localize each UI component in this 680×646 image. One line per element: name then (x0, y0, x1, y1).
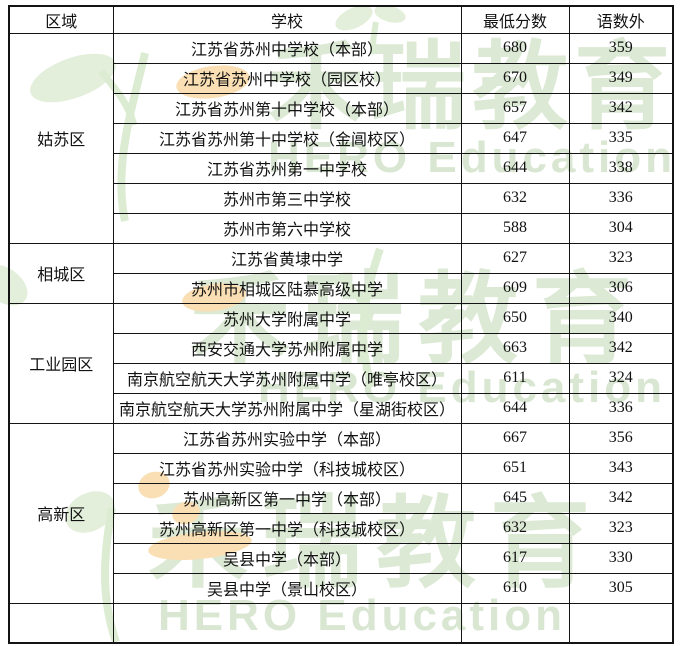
table-row: 西安交通大学苏州附属中学 663 342 (9, 332, 674, 364)
min-score-cell: 611 (460, 362, 570, 394)
header-row: 区域 学校 最低分数 语数外 (8, 5, 674, 34)
min-score-cell: 657 (460, 92, 570, 124)
empty-cell (8, 602, 114, 644)
lsw-score-cell: 304 (568, 212, 674, 244)
school-cell: 江苏省苏州中学校（本部） (112, 32, 462, 64)
school-cell: 江苏省苏州实验中学（科技城校区） (112, 452, 462, 484)
table-row: 江苏省苏州实验中学（科技城校区） 651 343 (9, 452, 674, 484)
column-header-lsw: 语数外 (568, 5, 674, 34)
lsw-score-cell: 305 (568, 572, 674, 604)
lsw-score-cell: 336 (568, 392, 674, 424)
empty-cell (460, 602, 570, 644)
region-cell: 相城区 (8, 242, 114, 304)
min-score-cell: 680 (460, 32, 570, 64)
table-row: 高新区 江苏省苏州实验中学（本部） 667 356 (8, 422, 674, 604)
table-row-partial (8, 602, 674, 644)
lsw-score-cell: 335 (568, 122, 674, 154)
min-score-cell: 632 (460, 182, 570, 214)
school-cell: 江苏省苏州第十中学校（本部） (112, 92, 462, 124)
table-row: 吴县中学（景山校区） 610 305 (9, 572, 674, 604)
school-cell: 吴县中学（景山校区） (112, 572, 462, 604)
min-score-cell: 617 (460, 542, 570, 574)
region-cell: 高新区 (8, 422, 114, 604)
school-cell: 西安交通大学苏州附属中学 (112, 332, 462, 364)
lsw-score-cell: 349 (568, 62, 674, 94)
table-row: 江苏省苏州第十中学校（金阊校区） 647 335 (9, 122, 674, 154)
school-cell: 苏州高新区第一中学（本部） (112, 482, 462, 514)
lsw-score-cell: 323 (568, 512, 674, 544)
min-score-cell: 650 (460, 302, 570, 334)
school-cell: 苏州高新区第一中学（科技城校区） (112, 512, 462, 544)
min-score-cell: 627 (460, 242, 570, 274)
school-cell: 江苏省苏州第一中学校 (112, 152, 462, 184)
lsw-score-cell: 342 (568, 92, 674, 124)
school-cell: 苏州市第三中学校 (112, 182, 462, 214)
score-table: 区域 学校 最低分数 语数外 姑苏区 江苏省苏州中学校（本部） 680 359 江苏省苏… (8, 5, 674, 644)
min-score-cell: 644 (460, 392, 570, 424)
table-row: 苏州市第六中学校 588 304 (9, 212, 674, 244)
min-score-cell: 645 (460, 482, 570, 514)
min-score-cell: 670 (460, 62, 570, 94)
min-score-cell: 609 (460, 272, 570, 304)
min-score-cell: 663 (460, 332, 570, 364)
min-score-cell: 632 (460, 512, 570, 544)
school-cell: 江苏省黄埭中学 (112, 242, 462, 274)
school-cell: 南京航空航天大学苏州附属中学（唯亭校区） (112, 362, 462, 394)
column-header-min-score: 最低分数 (460, 5, 570, 34)
lsw-score-cell: 330 (568, 542, 674, 574)
region-cell: 姑苏区 (8, 32, 114, 244)
column-header-region: 区域 (8, 5, 114, 34)
empty-cell (112, 602, 462, 644)
school-cell: 江苏省苏州第十中学校（金阊校区） (112, 122, 462, 154)
lsw-score-cell: 359 (568, 32, 674, 64)
lsw-score-cell: 343 (568, 452, 674, 484)
lsw-score-cell: 306 (568, 272, 674, 304)
school-cell: 南京航空航天大学苏州附属中学（星湖街校区） (112, 392, 462, 424)
school-cell: 江苏省苏州中学校（园区校） (112, 62, 462, 94)
table-row: 南京航空航天大学苏州附属中学（唯亭校区） 611 324 (9, 362, 674, 394)
school-cell: 苏州市相城区陆慕高级中学 (112, 272, 462, 304)
lsw-score-cell: 338 (568, 152, 674, 184)
lsw-score-cell: 323 (568, 242, 674, 274)
column-header-school: 学校 (112, 5, 462, 34)
min-score-cell: 651 (460, 452, 570, 484)
school-cell: 江苏省苏州实验中学（本部） (112, 422, 462, 454)
lsw-score-cell: 342 (568, 332, 674, 364)
school-cell: 苏州大学附属中学 (112, 302, 462, 334)
lsw-score-cell: 340 (568, 302, 674, 334)
school-cell: 苏州市第六中学校 (112, 212, 462, 244)
table-row: 江苏省苏州第一中学校 644 338 (9, 152, 674, 184)
lsw-score-cell: 324 (568, 362, 674, 394)
table-row: 工业园区 苏州大学附属中学 650 340 (8, 302, 674, 424)
empty-cell (568, 602, 674, 644)
min-score-cell: 644 (460, 152, 570, 184)
min-score-cell: 647 (460, 122, 570, 154)
table-row: 江苏省苏州中学校（园区校） 670 349 (9, 62, 674, 94)
table-row: 江苏省苏州第十中学校（本部） 657 342 (9, 92, 674, 124)
region-cell: 工业园区 (8, 302, 114, 424)
min-score-cell: 667 (460, 422, 570, 454)
lsw-score-cell: 342 (568, 482, 674, 514)
lsw-score-cell: 356 (568, 422, 674, 454)
table-row: 相城区 江苏省黄埭中学 627 323 (8, 242, 674, 304)
lsw-score-cell: 336 (568, 182, 674, 214)
min-score-cell: 588 (460, 212, 570, 244)
table-row: 姑苏区 江苏省苏州中学校（本部） 680 359 (8, 32, 674, 244)
min-score-cell: 610 (460, 572, 570, 604)
school-cell: 吴县中学（本部） (112, 542, 462, 574)
